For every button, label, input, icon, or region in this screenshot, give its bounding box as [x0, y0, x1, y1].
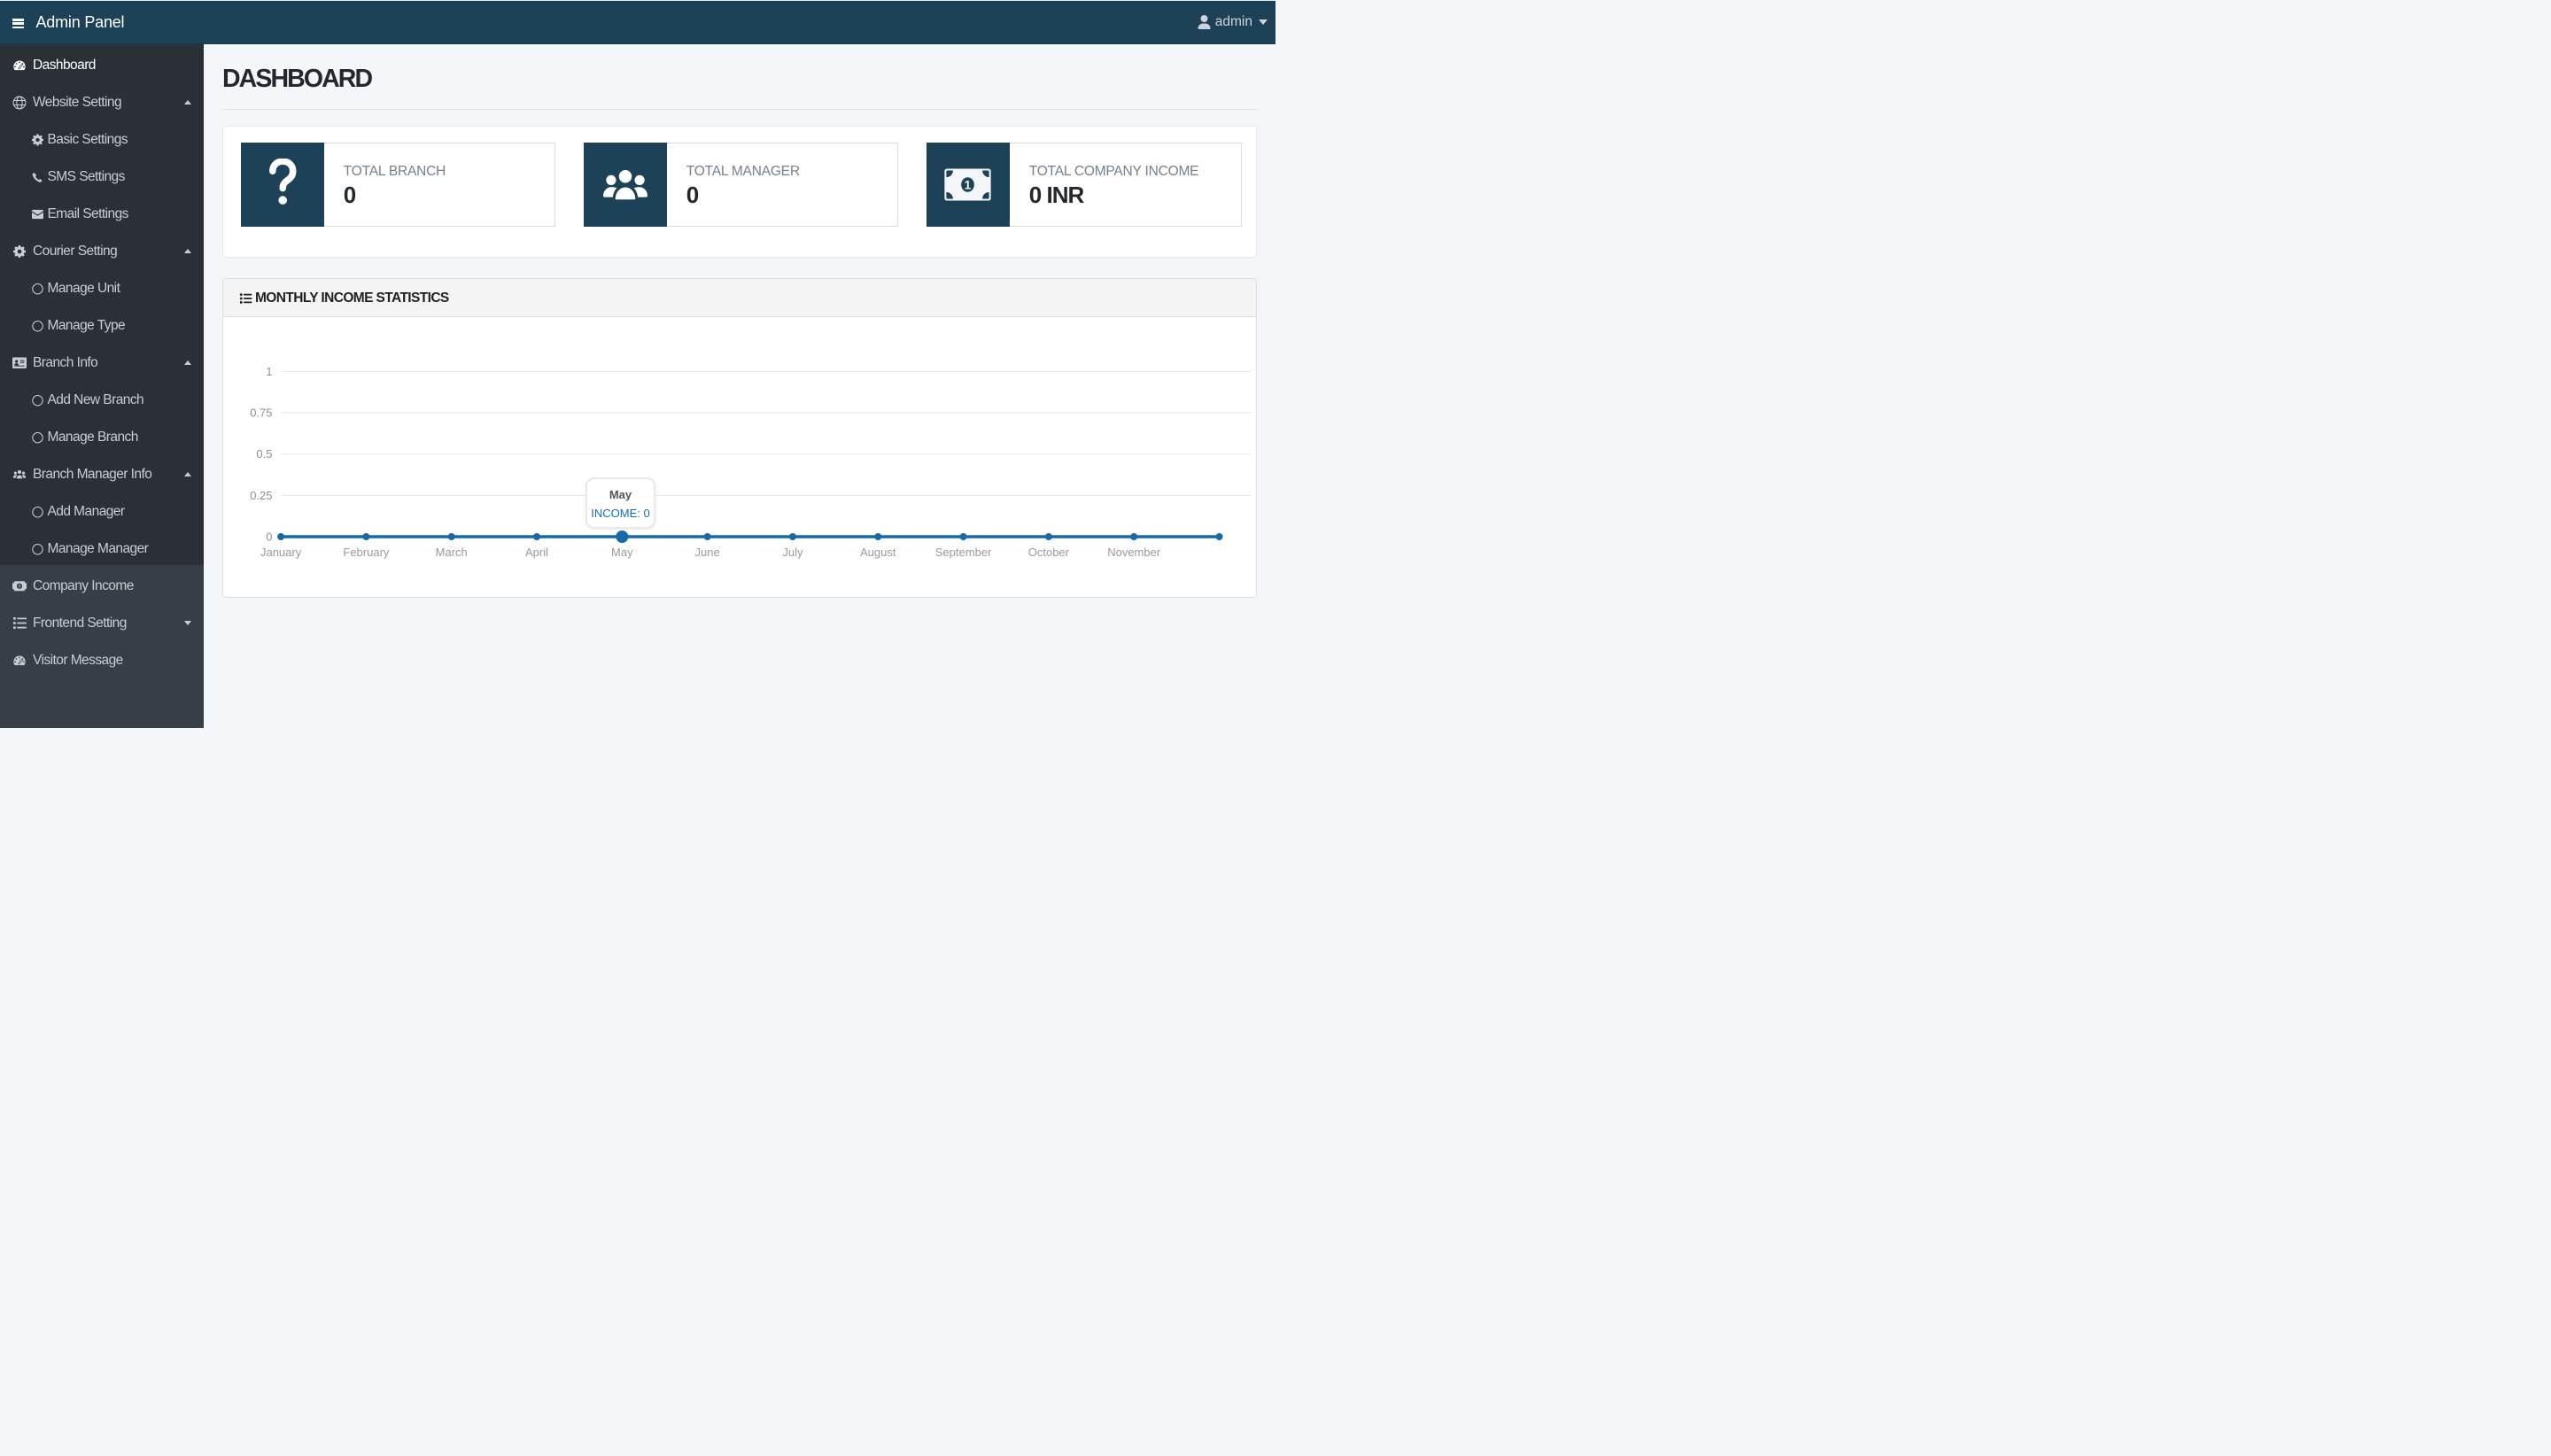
- svg-text:October: October: [1027, 546, 1069, 560]
- svg-text:0.5: 0.5: [256, 448, 272, 461]
- svg-text:November: November: [1107, 546, 1161, 560]
- svg-text:August: August: [860, 546, 896, 560]
- svg-text:May: May: [611, 546, 633, 560]
- svg-text:0.75: 0.75: [250, 407, 272, 420]
- svg-text:January: January: [260, 546, 301, 560]
- svg-text:April: April: [525, 546, 548, 560]
- svg-text:1: 1: [19, 584, 21, 589]
- svg-text:0: 0: [266, 531, 272, 544]
- svg-text:June: June: [694, 546, 719, 560]
- svg-text:1: 1: [965, 178, 972, 191]
- svg-text:September: September: [934, 546, 991, 560]
- svg-text:March: March: [435, 546, 467, 560]
- svg-text:February: February: [343, 546, 390, 560]
- svg-text:1: 1: [266, 365, 272, 378]
- svg-text:July: July: [782, 546, 803, 560]
- svg-text:0.25: 0.25: [250, 489, 272, 502]
